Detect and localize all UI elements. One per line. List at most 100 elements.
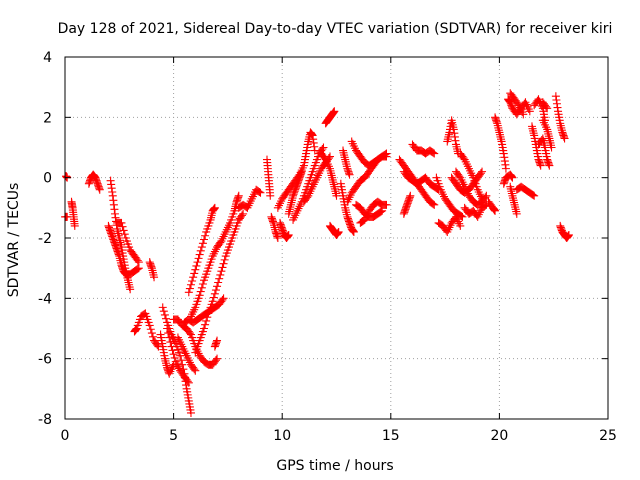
data-point <box>238 211 247 220</box>
data-point <box>126 285 135 294</box>
x-tick-label: 0 <box>61 428 70 444</box>
data-point <box>133 264 142 273</box>
data-point <box>164 329 173 338</box>
data-point <box>201 320 210 329</box>
data-point <box>211 286 220 295</box>
data-point <box>430 149 439 158</box>
data-point <box>215 274 224 283</box>
data-point <box>202 316 211 325</box>
x-tick-label: 10 <box>273 428 291 444</box>
data-point <box>195 250 204 259</box>
data-point <box>334 227 343 236</box>
data-point <box>273 234 282 242</box>
data-point <box>564 230 573 239</box>
data-point <box>188 276 197 285</box>
data-point <box>183 377 192 386</box>
data-point <box>536 161 545 170</box>
x-tick-labels: 0 5 10 15 20 25 <box>61 428 617 444</box>
data-point <box>481 193 490 202</box>
data-point <box>191 265 200 274</box>
data-point <box>457 212 466 221</box>
data-point <box>161 314 170 323</box>
data-point <box>210 203 219 212</box>
data-point <box>543 104 552 113</box>
y-tick-label: -4 <box>38 291 52 307</box>
data-point <box>345 170 354 179</box>
data-point <box>158 303 167 312</box>
x-tick-label: 25 <box>599 428 617 444</box>
data-point <box>118 222 127 231</box>
data-point <box>220 255 229 264</box>
data-point <box>133 256 142 265</box>
y-tick-labels: -8 -6 -4 -2 0 2 4 <box>38 50 52 428</box>
data-point <box>196 246 205 255</box>
data-point <box>167 342 176 351</box>
data-point <box>194 254 203 263</box>
x-tick-label: 15 <box>382 428 400 444</box>
data-point <box>190 365 199 374</box>
data-point <box>213 354 222 363</box>
y-tick-label: -8 <box>38 412 52 428</box>
data-point <box>319 143 328 152</box>
x-tick-label: 20 <box>490 428 508 444</box>
x-axis-label: GPS time / hours <box>276 458 393 474</box>
data-point <box>525 107 534 116</box>
data-point <box>491 206 500 215</box>
y-tick-label: -2 <box>38 231 52 247</box>
data-point <box>145 321 154 330</box>
data-point <box>146 325 155 334</box>
data-point <box>482 191 491 200</box>
data-point <box>529 191 538 200</box>
data-point <box>284 230 293 239</box>
y-tick-label: 4 <box>43 50 52 66</box>
data-point <box>165 333 174 342</box>
data-point <box>239 209 248 218</box>
data-point <box>406 191 415 200</box>
data-point <box>330 107 339 116</box>
data-point <box>95 185 104 194</box>
data-point <box>191 366 200 375</box>
data-point <box>542 102 551 111</box>
data-point <box>481 201 490 210</box>
data-point <box>185 284 194 293</box>
data-point <box>519 110 528 119</box>
data-point <box>178 360 187 369</box>
data-point <box>545 161 554 170</box>
data-point <box>190 269 199 278</box>
data-point <box>430 200 439 209</box>
chart-title: Day 128 of 2021, Sidereal Day-to-day VTE… <box>58 21 613 37</box>
data-point <box>255 187 264 196</box>
data-point <box>184 378 193 387</box>
data-point <box>160 310 169 319</box>
data-point <box>189 273 198 282</box>
data-point <box>150 273 159 282</box>
y-tick-label: -6 <box>38 352 52 368</box>
data-point <box>476 169 485 178</box>
data-point <box>201 231 210 240</box>
data-point <box>196 287 205 296</box>
data-point <box>216 270 225 279</box>
data-point <box>501 164 510 173</box>
data-point <box>168 346 177 355</box>
data-point <box>208 297 217 306</box>
plot-frame <box>64 56 609 420</box>
data-point <box>197 283 206 292</box>
data-point <box>382 200 391 209</box>
data-point <box>381 150 390 159</box>
data-point <box>159 307 168 316</box>
data-point <box>185 329 194 338</box>
data-point <box>560 134 569 143</box>
data-point <box>163 324 172 333</box>
data-point <box>219 259 228 268</box>
y-axis-label: SDTVAR / TECUs <box>6 183 22 298</box>
data-point <box>192 261 201 270</box>
data-point <box>186 408 195 417</box>
data-point <box>120 230 129 239</box>
data-point <box>198 280 207 289</box>
data-point <box>147 329 156 338</box>
data-point <box>217 267 226 276</box>
data-point <box>234 191 243 200</box>
data-point <box>134 258 143 267</box>
data-point <box>70 221 79 230</box>
data-point <box>456 221 465 230</box>
